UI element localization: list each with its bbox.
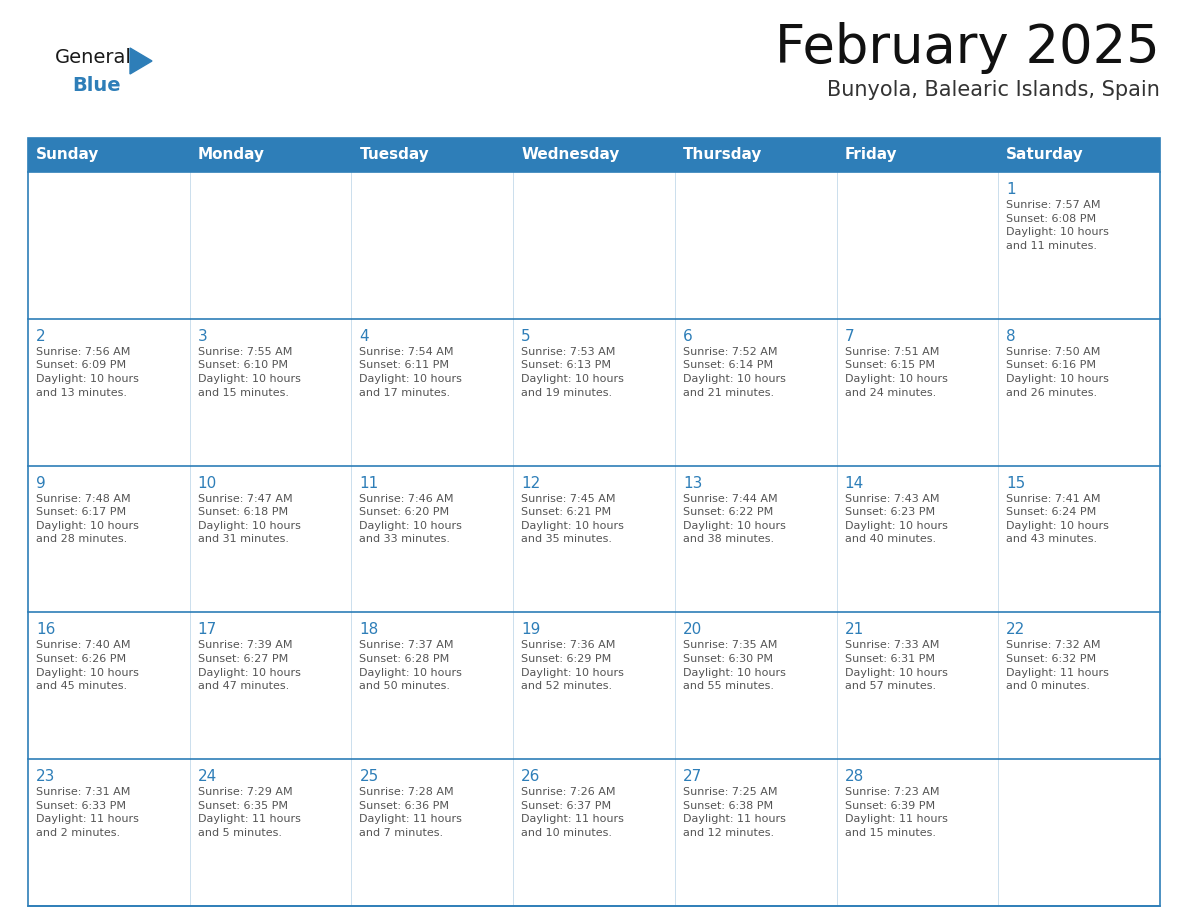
Text: 7: 7	[845, 329, 854, 344]
Text: Sunday: Sunday	[36, 148, 100, 162]
Text: 8: 8	[1006, 329, 1016, 344]
Text: Sunrise: 7:46 AM
Sunset: 6:20 PM
Daylight: 10 hours
and 33 minutes.: Sunrise: 7:46 AM Sunset: 6:20 PM Dayligh…	[360, 494, 462, 544]
Text: Sunrise: 7:35 AM
Sunset: 6:30 PM
Daylight: 10 hours
and 55 minutes.: Sunrise: 7:35 AM Sunset: 6:30 PM Dayligh…	[683, 641, 785, 691]
Text: Sunrise: 7:53 AM
Sunset: 6:13 PM
Daylight: 10 hours
and 19 minutes.: Sunrise: 7:53 AM Sunset: 6:13 PM Dayligh…	[522, 347, 624, 397]
Bar	[29, 138, 1159, 172]
Text: 13: 13	[683, 476, 702, 490]
Text: General: General	[55, 48, 132, 67]
Text: Sunrise: 7:37 AM
Sunset: 6:28 PM
Daylight: 10 hours
and 50 minutes.: Sunrise: 7:37 AM Sunset: 6:28 PM Dayligh…	[360, 641, 462, 691]
Text: Sunrise: 7:23 AM
Sunset: 6:39 PM
Daylight: 11 hours
and 15 minutes.: Sunrise: 7:23 AM Sunset: 6:39 PM Dayligh…	[845, 788, 948, 838]
Text: Sunrise: 7:52 AM
Sunset: 6:14 PM
Daylight: 10 hours
and 21 minutes.: Sunrise: 7:52 AM Sunset: 6:14 PM Dayligh…	[683, 347, 785, 397]
Text: 16: 16	[36, 622, 56, 637]
Text: Sunrise: 7:57 AM
Sunset: 6:08 PM
Daylight: 10 hours
and 11 minutes.: Sunrise: 7:57 AM Sunset: 6:08 PM Dayligh…	[1006, 200, 1110, 251]
Text: Sunrise: 7:40 AM
Sunset: 6:26 PM
Daylight: 10 hours
and 45 minutes.: Sunrise: 7:40 AM Sunset: 6:26 PM Dayligh…	[36, 641, 139, 691]
Text: 6: 6	[683, 329, 693, 344]
Text: Thursday: Thursday	[683, 148, 763, 162]
Text: Sunrise: 7:55 AM
Sunset: 6:10 PM
Daylight: 10 hours
and 15 minutes.: Sunrise: 7:55 AM Sunset: 6:10 PM Dayligh…	[197, 347, 301, 397]
Text: Sunrise: 7:29 AM
Sunset: 6:35 PM
Daylight: 11 hours
and 5 minutes.: Sunrise: 7:29 AM Sunset: 6:35 PM Dayligh…	[197, 788, 301, 838]
Text: 19: 19	[522, 622, 541, 637]
Text: Sunrise: 7:47 AM
Sunset: 6:18 PM
Daylight: 10 hours
and 31 minutes.: Sunrise: 7:47 AM Sunset: 6:18 PM Dayligh…	[197, 494, 301, 544]
Text: February 2025: February 2025	[776, 22, 1159, 74]
Text: Sunrise: 7:39 AM
Sunset: 6:27 PM
Daylight: 10 hours
and 47 minutes.: Sunrise: 7:39 AM Sunset: 6:27 PM Dayligh…	[197, 641, 301, 691]
Text: 27: 27	[683, 769, 702, 784]
Text: Sunrise: 7:51 AM
Sunset: 6:15 PM
Daylight: 10 hours
and 24 minutes.: Sunrise: 7:51 AM Sunset: 6:15 PM Dayligh…	[845, 347, 948, 397]
Text: Sunrise: 7:41 AM
Sunset: 6:24 PM
Daylight: 10 hours
and 43 minutes.: Sunrise: 7:41 AM Sunset: 6:24 PM Dayligh…	[1006, 494, 1110, 544]
Bar	[29, 138, 1159, 906]
Text: 4: 4	[360, 329, 369, 344]
Text: Friday: Friday	[845, 148, 897, 162]
Text: Sunrise: 7:54 AM
Sunset: 6:11 PM
Daylight: 10 hours
and 17 minutes.: Sunrise: 7:54 AM Sunset: 6:11 PM Dayligh…	[360, 347, 462, 397]
Text: 22: 22	[1006, 622, 1025, 637]
Text: Sunrise: 7:26 AM
Sunset: 6:37 PM
Daylight: 11 hours
and 10 minutes.: Sunrise: 7:26 AM Sunset: 6:37 PM Dayligh…	[522, 788, 624, 838]
Text: 25: 25	[360, 769, 379, 784]
Text: 18: 18	[360, 622, 379, 637]
Text: 24: 24	[197, 769, 217, 784]
Text: 20: 20	[683, 622, 702, 637]
Text: Monday: Monday	[197, 148, 265, 162]
Text: Sunrise: 7:50 AM
Sunset: 6:16 PM
Daylight: 10 hours
and 26 minutes.: Sunrise: 7:50 AM Sunset: 6:16 PM Dayligh…	[1006, 347, 1110, 397]
Text: Bunyola, Balearic Islands, Spain: Bunyola, Balearic Islands, Spain	[827, 80, 1159, 100]
Text: Sunrise: 7:31 AM
Sunset: 6:33 PM
Daylight: 11 hours
and 2 minutes.: Sunrise: 7:31 AM Sunset: 6:33 PM Dayligh…	[36, 788, 139, 838]
Text: Sunrise: 7:33 AM
Sunset: 6:31 PM
Daylight: 10 hours
and 57 minutes.: Sunrise: 7:33 AM Sunset: 6:31 PM Dayligh…	[845, 641, 948, 691]
Text: Sunrise: 7:36 AM
Sunset: 6:29 PM
Daylight: 10 hours
and 52 minutes.: Sunrise: 7:36 AM Sunset: 6:29 PM Dayligh…	[522, 641, 624, 691]
Text: 1: 1	[1006, 182, 1016, 197]
Text: Sunrise: 7:44 AM
Sunset: 6:22 PM
Daylight: 10 hours
and 38 minutes.: Sunrise: 7:44 AM Sunset: 6:22 PM Dayligh…	[683, 494, 785, 544]
Text: Sunrise: 7:56 AM
Sunset: 6:09 PM
Daylight: 10 hours
and 13 minutes.: Sunrise: 7:56 AM Sunset: 6:09 PM Dayligh…	[36, 347, 139, 397]
Text: 11: 11	[360, 476, 379, 490]
Text: Wednesday: Wednesday	[522, 148, 619, 162]
Text: Sunrise: 7:32 AM
Sunset: 6:32 PM
Daylight: 11 hours
and 0 minutes.: Sunrise: 7:32 AM Sunset: 6:32 PM Dayligh…	[1006, 641, 1110, 691]
Text: Sunrise: 7:25 AM
Sunset: 6:38 PM
Daylight: 11 hours
and 12 minutes.: Sunrise: 7:25 AM Sunset: 6:38 PM Dayligh…	[683, 788, 785, 838]
Polygon shape	[129, 48, 152, 74]
Text: 21: 21	[845, 622, 864, 637]
Text: 23: 23	[36, 769, 56, 784]
Text: Sunrise: 7:28 AM
Sunset: 6:36 PM
Daylight: 11 hours
and 7 minutes.: Sunrise: 7:28 AM Sunset: 6:36 PM Dayligh…	[360, 788, 462, 838]
Text: Sunrise: 7:45 AM
Sunset: 6:21 PM
Daylight: 10 hours
and 35 minutes.: Sunrise: 7:45 AM Sunset: 6:21 PM Dayligh…	[522, 494, 624, 544]
Text: Tuesday: Tuesday	[360, 148, 429, 162]
Text: 17: 17	[197, 622, 217, 637]
Text: 15: 15	[1006, 476, 1025, 490]
Text: 3: 3	[197, 329, 208, 344]
Text: 28: 28	[845, 769, 864, 784]
Text: Blue: Blue	[72, 76, 121, 95]
Text: 5: 5	[522, 329, 531, 344]
Text: 26: 26	[522, 769, 541, 784]
Text: 14: 14	[845, 476, 864, 490]
Text: Sunrise: 7:43 AM
Sunset: 6:23 PM
Daylight: 10 hours
and 40 minutes.: Sunrise: 7:43 AM Sunset: 6:23 PM Dayligh…	[845, 494, 948, 544]
Text: Sunrise: 7:48 AM
Sunset: 6:17 PM
Daylight: 10 hours
and 28 minutes.: Sunrise: 7:48 AM Sunset: 6:17 PM Dayligh…	[36, 494, 139, 544]
Text: 12: 12	[522, 476, 541, 490]
Text: 10: 10	[197, 476, 217, 490]
Text: 2: 2	[36, 329, 45, 344]
Text: Saturday: Saturday	[1006, 148, 1083, 162]
Text: 9: 9	[36, 476, 46, 490]
